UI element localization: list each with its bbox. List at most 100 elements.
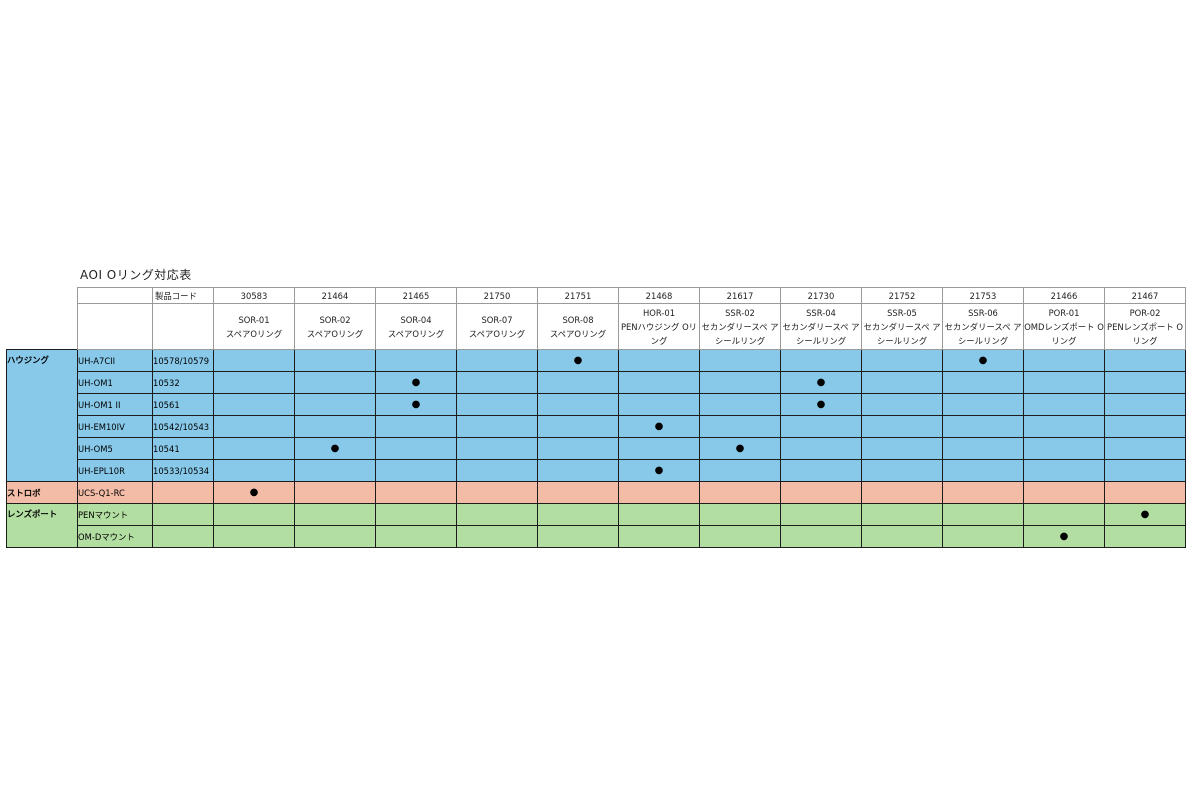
compat-cell: [861, 525, 943, 548]
product-model: POR-01: [1048, 307, 1080, 318]
housing-code: [152, 481, 214, 504]
table-row: ストロボ UCS-Q1-RC ●: [6, 481, 1186, 504]
compat-cell: [537, 393, 619, 416]
compat-cell: [861, 459, 943, 482]
compat-cell: ●: [780, 371, 862, 394]
compat-cell: ●: [618, 415, 700, 438]
compat-cell: [618, 525, 700, 548]
compat-cell: [294, 393, 376, 416]
compat-cell: [942, 437, 1024, 460]
compat-cell: [456, 415, 538, 438]
compat-cell: [1023, 437, 1105, 460]
product-name: スペアOリング: [306, 328, 364, 339]
compat-cell: [294, 503, 376, 526]
compatibility-table: 製品コード 30583 21464 21465 21750 21751 21468 21617…: [6, 287, 1186, 548]
product-code-header: 21751: [537, 287, 619, 304]
product-name: セカンダリースペ アシールリング: [863, 321, 941, 346]
product-code-header: 21467: [1104, 287, 1186, 304]
compat-cell: [699, 371, 781, 394]
compatible-dot-icon: ●: [573, 355, 583, 366]
product-name-header: SSR-02 セカンダリースペ アシールリング: [699, 303, 781, 350]
product-name-header: HOR-01 PENハウジング Oリング: [618, 303, 700, 350]
compat-cell: [213, 503, 295, 526]
compat-cell: [780, 459, 862, 482]
compat-cell: [456, 503, 538, 526]
compat-cell: [294, 349, 376, 372]
compat-cell: [1023, 415, 1105, 438]
compat-cell: [1104, 525, 1186, 548]
compat-cell: [456, 437, 538, 460]
compat-cell: [213, 437, 295, 460]
product-model: SOR-04: [400, 314, 432, 325]
compat-cell: [861, 437, 943, 460]
product-name: セカンダリースペ アシールリング: [701, 321, 779, 346]
product-name: スペアOリング: [468, 328, 526, 339]
compatible-dot-icon: ●: [735, 443, 745, 454]
table-row: UH-OM1 10532 ● ●: [7, 371, 1186, 394]
product-name: セカンダリースペ アシールリング: [944, 321, 1022, 346]
compat-cell: [375, 525, 457, 548]
compat-cell: ●: [618, 459, 700, 482]
product-name-header: SSR-05 セカンダリースペ アシールリング: [861, 303, 943, 350]
product-model: SOR-01: [238, 314, 270, 325]
group-label: ハウジング: [6, 349, 78, 482]
product-name: セカンダリースペ アシールリング: [782, 321, 860, 346]
compat-cell: [375, 415, 457, 438]
compat-cell: [942, 371, 1024, 394]
product-name-header: SSR-06 セカンダリースペ アシールリング: [942, 303, 1024, 350]
compat-cell: [699, 459, 781, 482]
product-code-header: 21753: [942, 287, 1024, 304]
compat-cell: [699, 349, 781, 372]
compat-cell: [456, 481, 538, 504]
compat-cell: [213, 525, 295, 548]
compat-cell: ●: [780, 393, 862, 416]
compat-cell: [213, 371, 295, 394]
table-row: レンズポート PENマウント ●: [6, 503, 1186, 548]
compat-cell: [699, 393, 781, 416]
compat-cell: [699, 415, 781, 438]
table-row: UH-OM1 II 10561 ● ●: [7, 393, 1186, 416]
header-model-blank: [77, 303, 153, 350]
compat-cell: [699, 481, 781, 504]
compat-cell: [1023, 393, 1105, 416]
compat-cell: [1023, 503, 1105, 526]
compat-cell: [375, 459, 457, 482]
compat-cell: ●: [1023, 525, 1105, 548]
compat-cell: [1104, 371, 1186, 394]
compatible-dot-icon: ●: [1140, 509, 1150, 520]
product-model: SSR-06: [968, 307, 998, 318]
product-name-header: SOR-08 スペアOリング: [537, 303, 619, 350]
compat-cell: [213, 349, 295, 372]
compat-cell: ●: [375, 371, 457, 394]
product-name-header: SOR-01 スペアOリング: [213, 303, 295, 350]
compatible-dot-icon: ●: [816, 377, 826, 388]
compat-cell: [537, 503, 619, 526]
header-code-blank: [152, 303, 214, 350]
compat-cell: [294, 371, 376, 394]
header-model-blank: [77, 287, 153, 304]
compat-cell: [1023, 481, 1105, 504]
compat-cell: [780, 503, 862, 526]
corner-blank: [7, 288, 78, 304]
compat-cell: [456, 525, 538, 548]
compatible-dot-icon: ●: [654, 421, 664, 432]
product-name-header: SOR-07 スペアOリング: [456, 303, 538, 350]
product-name: スペアOリング: [387, 328, 445, 339]
compat-cell: ●: [375, 393, 457, 416]
product-name: OMDレンズポート Oリング: [1024, 321, 1104, 346]
compat-cell: [1104, 393, 1186, 416]
housing-code: 10532: [152, 371, 214, 394]
housing-code: 10578/10579: [152, 349, 214, 372]
product-code-header: 21750: [456, 287, 538, 304]
product-model: HOR-01: [642, 307, 676, 318]
product-name: PENハウジング Oリング: [620, 321, 698, 346]
compat-cell: [294, 481, 376, 504]
compat-cell: [537, 481, 619, 504]
compat-cell: [1023, 371, 1105, 394]
table-row: UH-EM10IV 10542/10543 ●: [7, 415, 1186, 438]
compat-cell: [861, 371, 943, 394]
housing-model: UH-EM10IV: [77, 415, 153, 438]
housing-model: OM-Dマウント: [77, 525, 153, 548]
header-row-names: SOR-01 スペアOリング SOR-02 スペアOリング SOR-04 スペアOリング S…: [7, 303, 1186, 350]
compat-cell: [861, 415, 943, 438]
